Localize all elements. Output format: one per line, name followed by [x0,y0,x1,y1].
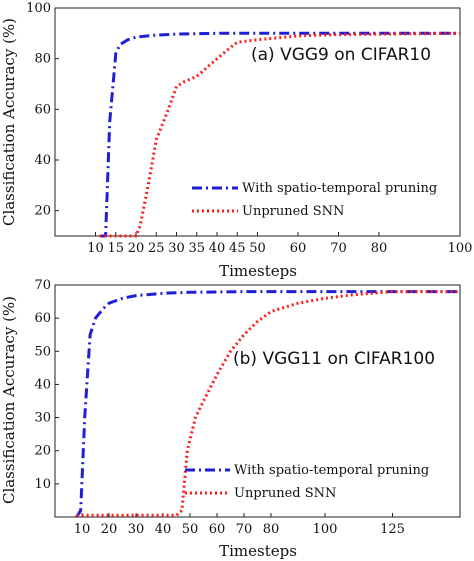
x-tick-label: 40 [155,522,172,537]
legend-label-pruning-b: With spatio-temporal pruning [234,463,429,478]
y-axis-label-b: Classification Accuracy (%) [0,296,18,504]
legend-a: With spatio-temporal pruning Unpruned SN… [192,181,437,219]
y-tick-label: 60 [34,311,51,326]
x-axis-label-b: Timesteps [219,542,297,560]
x-tick-label: 125 [380,522,405,537]
y-tick-label: 20 [34,204,51,219]
legend-label-unpruned-a: Unpruned SNN [242,204,344,219]
plot-area-a [54,7,461,237]
x-tick-label: 100 [313,522,338,537]
chart-title-b: (b) VGG11 on CIFAR100 [233,349,435,369]
y-tick-label: 60 [34,102,51,117]
x-tick-label: 10 [87,241,104,256]
legend-label-unpruned-b: Unpruned SNN [234,486,336,501]
plot-area-b [54,284,461,518]
x-tick-label: 50 [182,522,199,537]
y-tick-label: 80 [34,52,51,67]
x-tick-label: 70 [236,522,253,537]
legend-b: With spatio-temporal pruning Unpruned SN… [185,463,429,501]
x-tick-label: 40 [209,241,226,256]
x-tick-label: 25 [148,241,165,256]
series-line-pruning-b [75,290,460,518]
x-tick-label: 15 [107,241,124,256]
legend-label-pruning-a: With spatio-temporal pruning [242,181,437,196]
y-tick-label: 10 [34,477,51,492]
series-line-pruning-a [99,31,460,238]
x-tick-label: 20 [101,522,118,537]
y-tick-label: 50 [34,344,51,359]
x-tick-label: 50 [249,241,266,256]
axis-ticks-b: 10 20 30 40 50 60 70 80 100 125 10 20 30 40 50 60 70 [34,278,404,537]
x-tick-label: 60 [209,522,226,537]
y-tick-label: 30 [34,411,51,426]
x-tick-label: 60 [290,241,307,256]
y-tick-label: 40 [34,153,51,168]
chart-title-a: (a) VGG9 on CIFAR10 [251,45,431,65]
x-tick-label: 80 [263,522,280,537]
y-tick-label: 20 [34,444,51,459]
y-axis-label-a: Classification Accuracy (%) [0,18,18,226]
x-tick-label: 45 [229,241,246,256]
x-tick-label: 30 [168,241,185,256]
y-tick-label: 40 [34,377,51,392]
x-tick-label: 70 [330,241,347,256]
x-tick-label: 30 [128,522,145,537]
series-lines-b [75,290,460,518]
y-tick-label: 70 [34,278,51,293]
x-axis-label-a: Timesteps [219,262,297,280]
x-tick-label: 80 [371,241,388,256]
series-lines-a [99,31,461,238]
series-line-unpruned-b [76,290,460,517]
x-tick-label: 35 [188,241,205,256]
x-tick-label: 20 [128,241,145,256]
x-tick-label: 10 [74,522,91,537]
chart-panel-b: 10 20 30 40 50 60 70 80 100 125 10 20 30 40 50 60 70 Tim… [0,278,461,560]
series-line-unpruned-a [99,31,461,238]
y-tick-label: 100 [26,1,51,16]
x-tick-label: 100 [448,241,473,256]
